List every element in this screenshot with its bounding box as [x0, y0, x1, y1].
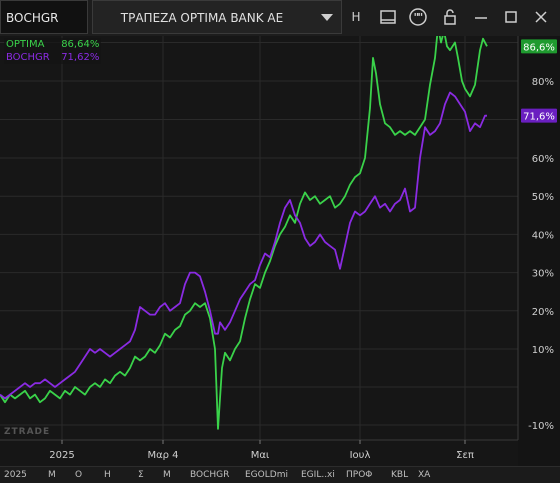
legend-item-bochgr: BOCHGR 71,62%	[6, 51, 99, 64]
tab-item[interactable]: Ο	[75, 470, 83, 480]
instrument-title: ΤΡΑΠΕΖΑ OPTIMA BANK AE	[120, 11, 284, 25]
comparison-chart[interactable]: 80% 60% 50% 40% 30% 20% 10% -10% 2025 Μαρ 4 Μαι Ιου…	[0, 26, 560, 466]
watermark: ZTRADE	[4, 427, 51, 437]
last-value-label: 86,6%	[523, 42, 555, 53]
y-tick-label: 40%	[532, 230, 554, 241]
lock-icon[interactable]	[437, 4, 463, 30]
close-icon[interactable]	[528, 4, 554, 30]
tab-item[interactable]: Μ	[163, 470, 171, 480]
y-tick-label: 20%	[532, 307, 554, 318]
svg-text:": "	[418, 11, 424, 24]
tab-item[interactable]: ΠΡΟΦ	[346, 470, 373, 480]
period-button[interactable]: H	[351, 10, 361, 24]
quote-icon[interactable]: " "	[405, 4, 431, 30]
y-tick-label: 50%	[532, 192, 554, 203]
legend-name: OPTIMA	[6, 39, 45, 50]
chevron-down-icon[interactable]	[321, 14, 333, 21]
y-tick-label: 30%	[532, 269, 554, 280]
x-tick-label: 2025	[49, 450, 74, 461]
instrument-selector[interactable]: ΤΡΑΠΕΖΑ OPTIMA BANK AE	[92, 0, 342, 34]
toolbar: BOCHGR ΤΡΑΠΕΖΑ OPTIMA BANK AE H " "	[0, 0, 560, 37]
series-line-bochgr	[0, 91, 487, 400]
legend-value: 71,62%	[61, 52, 100, 63]
minimize-icon[interactable]	[468, 4, 494, 30]
y-tick-label: 60%	[532, 154, 554, 165]
legend-name: BOCHGR	[6, 52, 50, 63]
x-tick-label: Σεπ	[456, 450, 474, 461]
tab-item[interactable]: Σ	[138, 470, 144, 480]
series-line-optima	[0, 26, 488, 430]
chart-area[interactable]: 80% 60% 50% 40% 30% 20% 10% -10% 2025 Μαρ 4 Μαι Ιου…	[0, 26, 560, 482]
symbol-input[interactable]: BOCHGR	[0, 0, 88, 34]
tab-item[interactable]: BOCHGR	[190, 470, 230, 480]
last-value-tag: 86,6%	[521, 39, 557, 54]
tab-item[interactable]: Η	[104, 470, 111, 480]
maximize-icon[interactable]	[498, 4, 524, 30]
x-tick-label: Μαρ 4	[147, 450, 178, 461]
x-tick-label: Ιουλ	[350, 450, 371, 461]
legend-value: 86,64%	[61, 39, 100, 50]
tab-item[interactable]: Μ	[48, 470, 56, 480]
tab-item[interactable]: KBL	[391, 470, 409, 480]
tab-item[interactable]: EGIL..xi	[301, 470, 335, 480]
tab-item[interactable]: ΧΑ	[418, 470, 431, 480]
y-tick-label: 10%	[532, 345, 554, 356]
x-tick-label: Μαι	[251, 450, 270, 461]
layout-icon[interactable]	[375, 4, 401, 30]
legend: OPTIMA 86,64% BOCHGR 71,62%	[4, 38, 102, 64]
legend-item-optima: OPTIMA 86,64%	[6, 38, 99, 51]
last-value-tag: 71,6%	[521, 108, 557, 123]
bottom-tab-bar: 2025 Μ Ο Η Σ Μ BOCHGR EGOLDmi EGIL..xi Π…	[0, 466, 560, 483]
svg-text:": "	[414, 11, 420, 24]
y-tick-label: -10%	[528, 421, 554, 432]
tab-item[interactable]: 2025	[4, 470, 27, 480]
tab-item[interactable]: EGOLDmi	[245, 470, 288, 480]
last-value-label: 71,6%	[523, 112, 555, 123]
y-tick-label: 80%	[532, 77, 554, 88]
